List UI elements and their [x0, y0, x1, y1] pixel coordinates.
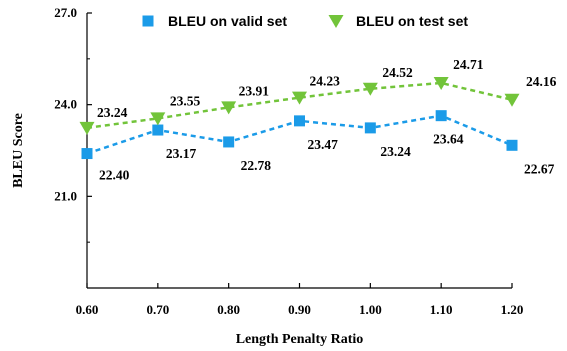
x-tick-label: 0.90: [288, 302, 311, 317]
square-marker: [152, 124, 164, 136]
x-tick-label: 1.20: [501, 302, 524, 317]
legend: BLEU on valid set BLEU on test set: [142, 13, 468, 29]
square-marker: [81, 148, 93, 160]
triangle-marker: [433, 76, 449, 90]
data-label: 23.24: [380, 144, 411, 159]
x-tick-label: 1.00: [359, 302, 382, 317]
data-label: 23.64: [433, 132, 464, 147]
data-label: 23.17: [166, 146, 197, 161]
data-label: 22.40: [99, 168, 130, 183]
y-axis-title: BLEU Score: [11, 113, 26, 188]
series-markers: [79, 76, 520, 160]
data-label: 23.91: [239, 83, 270, 98]
legend-entry: BLEU on test set: [356, 13, 468, 29]
data-label: 24.16: [526, 74, 557, 89]
x-axis-title: Length Penalty Ratio: [236, 332, 364, 347]
legend-triangle-icon: [328, 15, 344, 28]
axes: 21.0 24.0 27.0 0.60 0.70 0.80 0.90 1.00 1.10 1.20: [54, 5, 523, 317]
legend-entry: BLEU on valid set: [168, 13, 287, 29]
square-marker: [364, 122, 376, 134]
x-tick-label: 0.70: [146, 302, 169, 317]
data-label: 24.52: [382, 65, 413, 80]
data-labels: 22.40 23.17 22.78 23.47 23.24 23.64 22.67 23.24…: [97, 57, 557, 183]
x-tick-label: 0.60: [76, 302, 99, 317]
x-tick-label: 1.10: [430, 302, 453, 317]
legend-square-icon: [142, 15, 154, 27]
square-marker: [506, 139, 518, 151]
triangle-marker: [79, 121, 95, 135]
data-label: 24.23: [310, 74, 341, 89]
triangle-marker: [292, 91, 307, 105]
data-label: 23.55: [170, 93, 201, 108]
triangle-marker: [362, 82, 378, 96]
y-tick-label: 27.0: [54, 5, 77, 20]
y-tick-label: 21.0: [54, 188, 77, 203]
data-label: 23.24: [97, 105, 128, 120]
triangle-marker: [150, 112, 166, 126]
square-marker: [223, 136, 235, 148]
data-label: 24.71: [453, 57, 484, 72]
data-label: 22.67: [524, 161, 555, 176]
data-label: 22.78: [241, 158, 272, 173]
square-marker: [294, 115, 305, 127]
y-tick-label: 24.0: [54, 97, 77, 112]
triangle-marker: [221, 101, 237, 115]
data-label: 23.47: [308, 137, 339, 152]
square-marker: [435, 110, 447, 122]
triangle-marker: [504, 93, 520, 107]
x-tick-label: 0.80: [217, 302, 240, 317]
